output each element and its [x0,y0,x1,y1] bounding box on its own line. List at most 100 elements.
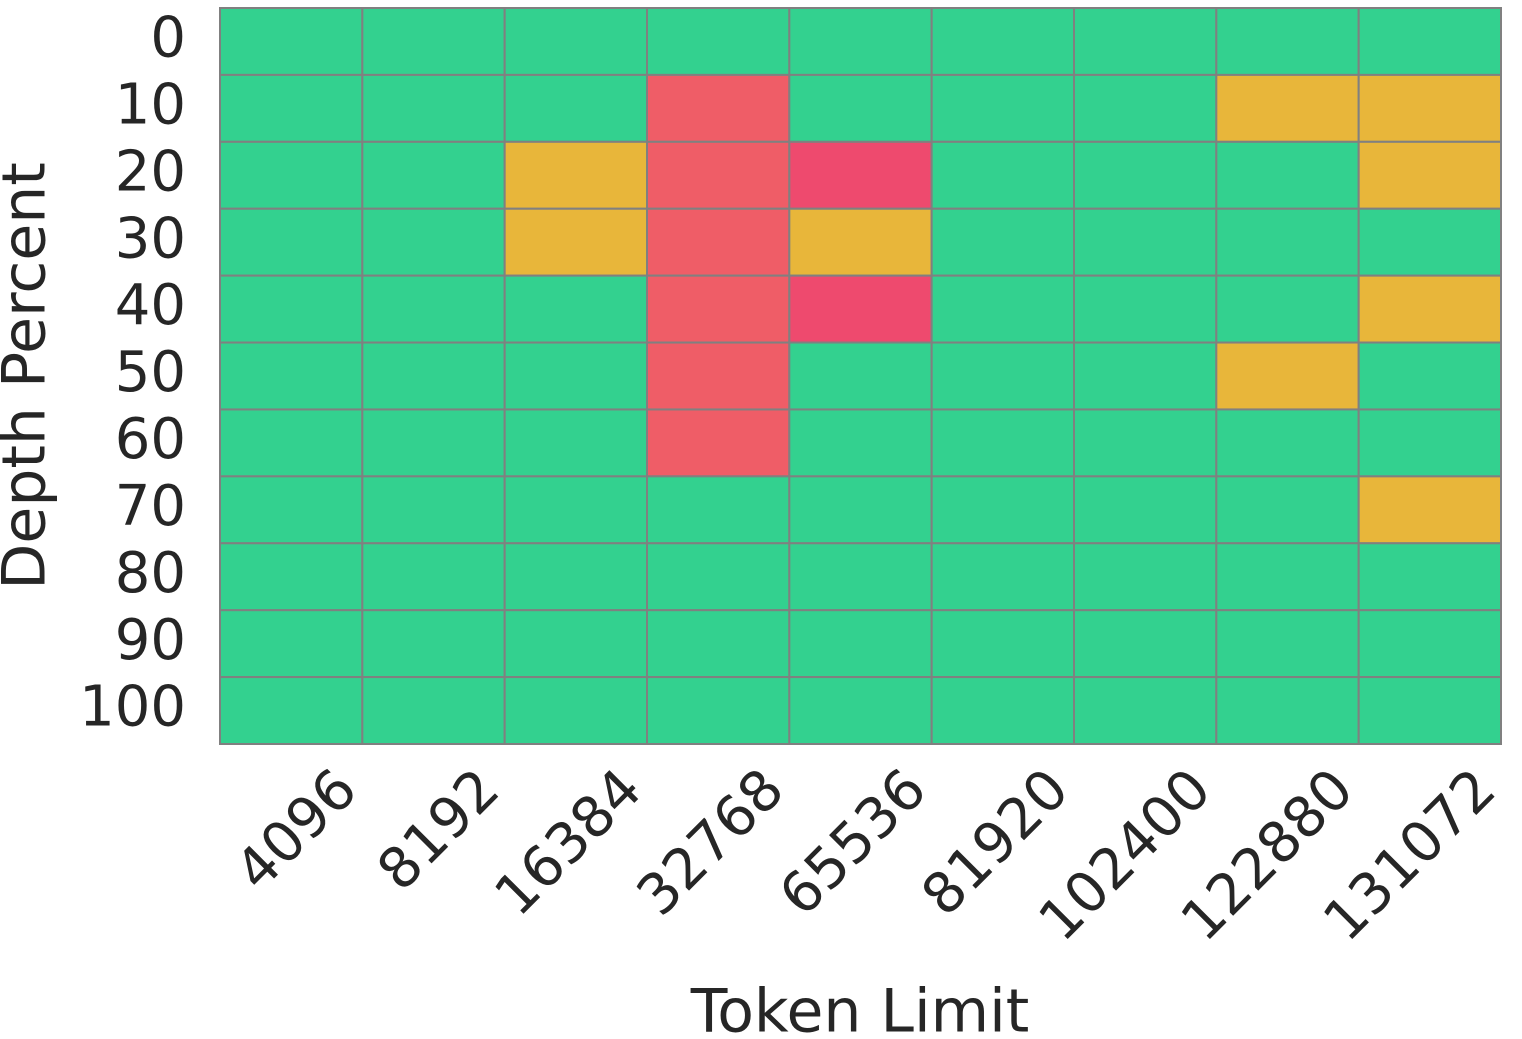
heatmap-cell [646,676,791,745]
heatmap-cell [1073,609,1218,679]
heatmap-cell [1073,207,1218,277]
heatmap-cell [1357,609,1502,679]
heatmap-cell [1073,341,1218,411]
heatmap-cell [1357,7,1502,76]
heatmap-cell [219,676,364,745]
heatmap-cell [1357,542,1502,612]
heatmap-cell [1215,73,1360,143]
heatmap-cell [503,274,648,344]
heatmap-cell [1215,207,1360,277]
heatmap-cell [1357,140,1502,210]
x-axis-title: Token Limit [690,977,1030,1039]
heatmap-cell [646,475,791,545]
heatmap-cell [1073,140,1218,210]
heatmap-cell [219,73,364,143]
heatmap-cell [1215,7,1360,76]
heatmap-cell [361,140,506,210]
heatmap-cell [788,542,933,612]
heatmap-cell [788,609,933,679]
heatmap-cell [646,73,791,143]
y-tick-label: 50 [115,340,186,405]
y-tick-label: 100 [79,675,186,740]
heatmap-cell [646,341,791,411]
heatmap-cell [1215,609,1360,679]
heatmap-cell [646,7,791,76]
heatmap-cell [361,542,506,612]
heatmap-cell [646,274,791,344]
heatmap-cell [503,408,648,478]
heatmap-cell [219,274,364,344]
y-tick-label: 40 [115,273,186,338]
heatmap-cell [788,274,933,344]
heatmap-cell [646,408,791,478]
heatmap-cell [361,73,506,143]
heatmap-cell [1357,408,1502,478]
y-tick-label: 30 [115,206,186,271]
y-axis-title: Depth Percent [0,162,60,590]
heatmap-cell [930,7,1076,76]
heatmap-cell [503,676,648,745]
heatmap-cell [646,609,791,679]
heatmap-cell [503,207,648,277]
y-tick-label: 70 [115,474,186,539]
heatmap-cell [503,73,648,143]
heatmap-cell [361,609,506,679]
heatmap-cell [503,542,648,612]
heatmap-cell [930,73,1076,143]
x-tick-label: 65536 [767,757,939,929]
heatmap-cell [219,408,364,478]
heatmap-cell [1357,274,1502,344]
x-tick-label: 4096 [223,757,370,904]
heatmap-cell [1073,274,1218,344]
heatmap-cell [930,274,1076,344]
y-tick-label: 80 [115,541,186,606]
heatmap-cell [361,207,506,277]
heatmap-cell [361,274,506,344]
heatmap-cell [788,140,933,210]
heatmap-cell [503,609,648,679]
heatmap-cell [788,475,933,545]
heatmap-cell [930,676,1076,745]
heatmap-cell [930,140,1076,210]
y-tick-label: 60 [115,407,186,472]
heatmap-cell [219,140,364,210]
heatmap-cell [1215,140,1360,210]
heatmap-cell [930,408,1076,478]
y-tick-label: 10 [115,73,186,138]
heatmap-cell [1073,7,1218,76]
y-tick-label: 0 [150,6,186,71]
heatmap-cell [788,7,933,76]
heatmap-cell [1073,542,1218,612]
heatmap-cell [219,341,364,411]
x-tick-label: 16384 [483,757,655,929]
heatmap-cell [1073,676,1218,745]
heatmap-cell [1215,341,1360,411]
heatmap-cell [361,408,506,478]
heatmap-cell [219,475,364,545]
heatmap-cell [503,475,648,545]
heatmap-cell [503,7,648,76]
heatmap-cell [1215,475,1360,545]
heatmap-cell [788,408,933,478]
heatmap-cell [788,341,933,411]
heatmap-cell [930,207,1076,277]
heatmap-cell [788,676,933,745]
heatmap-cell [1073,73,1218,143]
y-tick-label: 20 [115,139,186,204]
heatmap-cell [1215,676,1360,745]
heatmap-cell [1357,73,1502,143]
heatmap-cell [1073,475,1218,545]
heatmap-cell [930,475,1076,545]
heatmap-cell [361,7,506,76]
heatmap-cell [219,609,364,679]
heatmap-cell [1357,207,1502,277]
heatmap-cell [930,542,1076,612]
heatmap-cell [1357,341,1502,411]
heatmap-cell [930,609,1076,679]
heatmap-cell [1215,408,1360,478]
heatmap-cell [788,73,933,143]
heatmap-cell [646,140,791,210]
heatmap-cell [930,341,1076,411]
heatmap-cell [219,542,364,612]
